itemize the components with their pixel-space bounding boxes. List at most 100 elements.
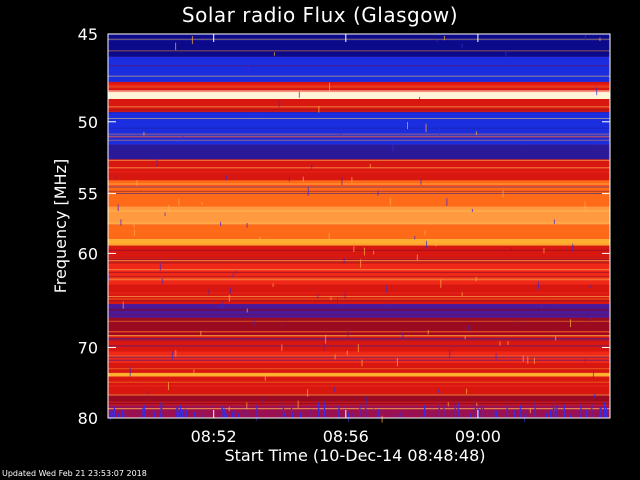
spectral-streak xyxy=(108,331,610,333)
interference-speckle xyxy=(288,177,290,182)
interference-speckle xyxy=(228,406,230,412)
interference-speckle xyxy=(572,243,574,252)
interference-speckle xyxy=(386,285,388,293)
spectral-streak xyxy=(108,39,610,41)
spectral-streak xyxy=(108,91,610,93)
interference-spike xyxy=(431,414,433,418)
interference-speckle xyxy=(182,135,184,140)
interference-speckle xyxy=(533,357,535,365)
spectral-streak xyxy=(108,222,610,224)
spectral-streak xyxy=(108,261,610,263)
interference-spike xyxy=(564,411,566,418)
spectral-streak xyxy=(108,50,610,52)
interference-spike xyxy=(318,402,320,418)
interference-speckle xyxy=(425,123,427,133)
interference-speckle xyxy=(261,397,263,404)
interference-speckle xyxy=(529,407,531,414)
interference-spike xyxy=(323,402,326,418)
interference-spike xyxy=(438,403,440,418)
interference-speckle xyxy=(438,389,440,394)
interference-spike xyxy=(351,413,353,418)
interference-speckle xyxy=(273,52,275,56)
interference-spike xyxy=(549,411,551,418)
interference-spike xyxy=(576,411,579,418)
interference-speckle xyxy=(220,221,222,227)
interference-speckle xyxy=(569,319,571,328)
spectral-streak xyxy=(108,276,610,278)
spectral-streak xyxy=(108,401,610,403)
interference-spike xyxy=(534,402,536,418)
interference-speckle xyxy=(323,343,325,352)
interference-speckle xyxy=(363,247,365,256)
interference-speckle xyxy=(353,246,355,253)
interference-speckle xyxy=(592,370,594,379)
interference-speckle xyxy=(129,367,131,377)
frequency-band xyxy=(108,238,610,246)
spectral-streak xyxy=(108,243,610,245)
spectral-streak xyxy=(108,186,610,188)
interference-speckle xyxy=(369,163,371,168)
frequency-band xyxy=(108,363,610,373)
frequency-band xyxy=(108,90,610,100)
interference-spike xyxy=(184,408,187,418)
spectral-streak xyxy=(108,269,610,271)
interference-speckle xyxy=(495,353,497,361)
interference-spike xyxy=(494,410,496,418)
interference-speckle xyxy=(122,301,124,309)
interference-speckle xyxy=(516,317,518,325)
interference-speckle xyxy=(171,351,173,360)
interference-spike xyxy=(603,402,606,418)
interference-speckle xyxy=(553,219,555,224)
interference-spike xyxy=(600,408,602,418)
frequency-band xyxy=(108,81,610,91)
spectral-streak xyxy=(108,298,610,300)
spectral-streak xyxy=(108,136,610,138)
spectral-streak xyxy=(108,133,610,135)
y-tick-label: 45 xyxy=(78,25,98,44)
interference-speckle xyxy=(365,396,367,406)
y-tick-label: 70 xyxy=(78,338,98,357)
interference-speckle xyxy=(438,127,440,136)
interference-spike xyxy=(123,414,125,418)
interference-speckle xyxy=(307,186,309,194)
interference-spike xyxy=(525,409,527,418)
interference-speckle xyxy=(461,292,463,296)
y-tick-label: 50 xyxy=(78,113,98,132)
interference-spike xyxy=(179,405,182,418)
interference-spike xyxy=(554,408,556,418)
interference-spike xyxy=(234,409,236,418)
spectral-streak xyxy=(108,117,610,119)
interference-spike xyxy=(152,410,155,418)
spectral-streak xyxy=(108,167,610,169)
interference-speckle xyxy=(307,389,309,397)
interference-speckle xyxy=(340,129,342,136)
interference-speckle xyxy=(537,281,539,290)
spectral-streak xyxy=(108,314,610,316)
interference-speckle xyxy=(333,386,335,393)
frequency-band xyxy=(108,206,610,225)
interference-speckle xyxy=(307,192,309,196)
interference-speckle xyxy=(108,275,110,281)
spectral-streak xyxy=(108,308,610,310)
interference-spike xyxy=(580,404,582,418)
interference-speckle xyxy=(323,400,325,405)
interference-spike xyxy=(299,412,302,418)
interference-speckle xyxy=(244,409,246,415)
spectral-streak xyxy=(108,259,610,261)
frequency-band xyxy=(108,264,610,285)
interference-speckle xyxy=(440,279,442,288)
spectral-streak xyxy=(108,320,610,322)
spectral-streak xyxy=(108,109,610,111)
interference-spike xyxy=(377,409,379,418)
interference-speckle xyxy=(298,91,300,98)
interference-spike xyxy=(482,405,485,418)
interference-speckle xyxy=(334,354,336,360)
interference-spike xyxy=(605,407,607,418)
interference-speckle xyxy=(120,219,122,226)
interference-speckle xyxy=(373,250,375,255)
interference-speckle xyxy=(377,190,379,196)
interference-spike xyxy=(400,412,402,418)
interference-spike xyxy=(586,413,589,418)
spectral-streak xyxy=(108,337,610,339)
interference-spike xyxy=(122,409,124,418)
